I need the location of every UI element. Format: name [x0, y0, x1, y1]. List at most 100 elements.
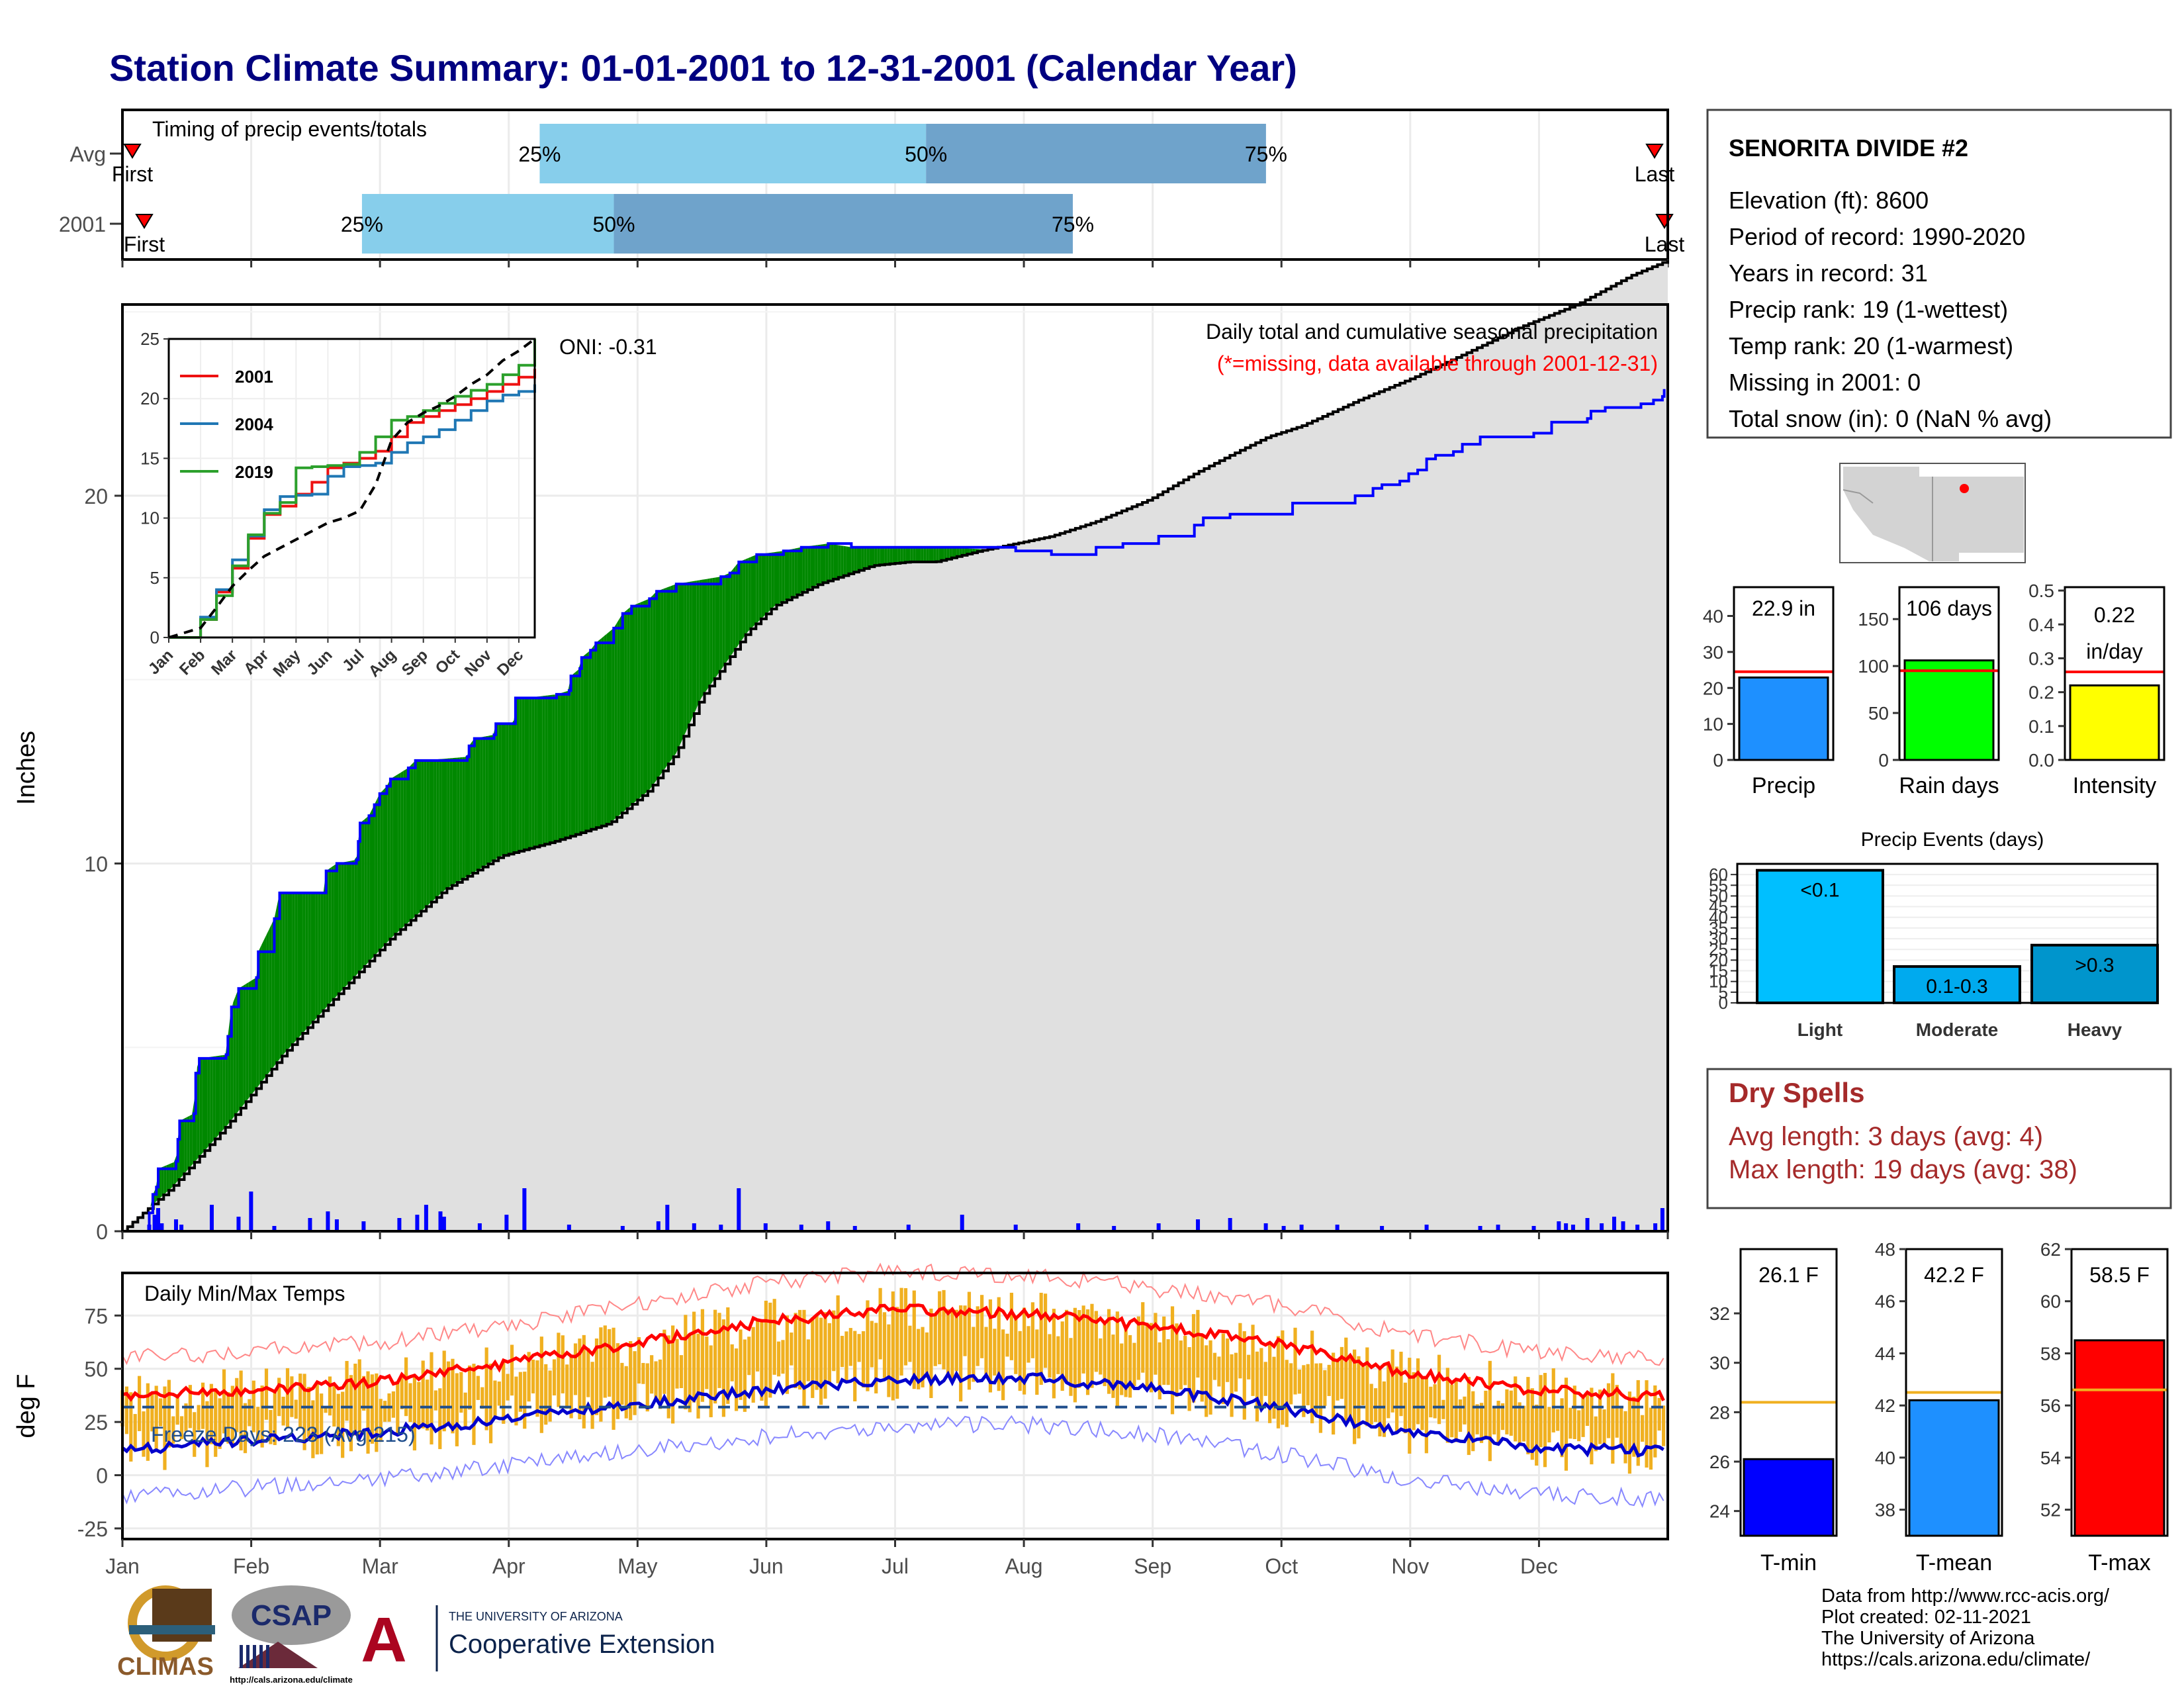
above-normal-fill	[424, 760, 427, 909]
above-normal-fill	[511, 720, 514, 854]
above-normal-fill	[233, 996, 236, 1118]
timing-bar-q25-q50	[539, 124, 927, 183]
daily-temp-range-bar	[209, 1383, 213, 1444]
above-normal-fill	[447, 758, 450, 889]
above-normal-fill	[310, 892, 313, 1025]
summary-bar-panel-border	[2064, 586, 2165, 761]
daily-temp-range-bar	[1408, 1358, 1412, 1454]
daily-temp-range-bar	[882, 1312, 887, 1378]
above-normal-fill	[501, 724, 504, 857]
daily-precip-bar	[1570, 1225, 1575, 1231]
daily-temp-range-bar	[362, 1376, 366, 1411]
daily-temp-range-bar	[1373, 1388, 1378, 1423]
above-normal-fill	[606, 632, 610, 825]
events-panel-border	[1736, 863, 2159, 1004]
above-normal-fill	[421, 760, 424, 912]
daily-precip-bar	[326, 1211, 330, 1231]
daily-temp-range-bar	[1263, 1362, 1267, 1396]
daily-temp-range-bar	[743, 1339, 747, 1412]
above-normal-fill	[313, 892, 316, 1022]
above-normal-fill	[887, 547, 890, 565]
daily-temp-range-bar	[997, 1297, 1001, 1391]
inset-legend-label: 2004	[235, 414, 273, 434]
temp-summary-panel-border	[1905, 1248, 2003, 1537]
events-y-tick-label: 60	[1709, 865, 1728, 884]
inset-series-line	[168, 338, 536, 639]
daily-temp-range-bar	[1035, 1329, 1039, 1395]
daily-temp-range-bar	[1357, 1356, 1361, 1438]
events-y-tick-label: 20	[1709, 950, 1728, 970]
above-normal-fill	[846, 546, 849, 575]
above-normal-fill	[439, 759, 442, 896]
daily-temp-range-bar	[222, 1369, 226, 1434]
above-normal-fill	[949, 547, 952, 559]
month-label: Mar	[362, 1554, 398, 1578]
daily-temp-range-bar	[518, 1372, 522, 1412]
daily-temp-range-bar	[366, 1371, 370, 1454]
above-normal-fill	[361, 819, 365, 970]
daily-temp-range-bar	[256, 1407, 260, 1441]
above-normal-fill	[212, 1056, 216, 1142]
daily-temp-range-bar	[230, 1385, 234, 1448]
above-normal-fill	[673, 584, 676, 757]
daily-temp-range-bar	[1318, 1363, 1323, 1433]
temp-summary-y-tick-label: 40	[1875, 1448, 1895, 1468]
summary-bar	[2069, 684, 2160, 761]
above-normal-fill	[341, 862, 344, 992]
daily-temp-range-bar	[823, 1312, 827, 1399]
above-normal-fill	[967, 548, 970, 554]
above-normal-fill	[694, 581, 697, 714]
temp-summary-panel-border	[2070, 1248, 2169, 1537]
above-normal-fill	[418, 760, 422, 914]
above-normal-fill	[766, 553, 769, 614]
temp-summary-y-tick-label: 52	[2040, 1500, 2061, 1521]
temp-y-axis-title: deg F	[13, 1374, 40, 1438]
daily-temp-range-bar	[726, 1307, 730, 1404]
above-normal-fill	[877, 547, 880, 565]
above-normal-fill	[557, 693, 561, 841]
above-normal-fill	[666, 586, 668, 768]
timing-q50-label: 50%	[593, 212, 635, 236]
temp-summary-value-label: 58.5 F	[2089, 1263, 2150, 1287]
above-normal-fill	[320, 892, 324, 1014]
daily-temp-range-bar	[688, 1335, 692, 1413]
daily-temp-range-bar	[785, 1315, 789, 1394]
daily-temp-range-bar	[590, 1362, 594, 1429]
daily-temp-range-bar	[1259, 1348, 1263, 1407]
temp-summary-y-tick-label: 60	[2040, 1291, 2061, 1312]
daily-temp-range-bar	[565, 1364, 569, 1409]
daily-temp-range-bar	[594, 1338, 599, 1415]
month-label: Nov	[1391, 1554, 1429, 1578]
daily-precip-bar	[156, 1208, 160, 1231]
daily-temp-range-bar	[1424, 1378, 1428, 1454]
daily-precip-bar	[1621, 1221, 1625, 1231]
above-normal-fill	[905, 547, 908, 563]
daily-temp-range-bar	[455, 1373, 459, 1446]
daily-temp-range-bar	[933, 1314, 937, 1366]
daily-precip-bar	[209, 1205, 214, 1231]
above-normal-fill	[743, 559, 746, 639]
above-normal-fill	[246, 982, 249, 1102]
daily-temp-range-bar	[662, 1329, 666, 1394]
above-normal-fill	[686, 582, 690, 731]
climas-logo-band	[129, 1625, 215, 1634]
daily-temp-range-bar	[1009, 1292, 1014, 1360]
daily-temp-range-bar	[1162, 1316, 1166, 1385]
above-normal-fill	[238, 987, 241, 1111]
inset-y-tick-label: 0	[150, 628, 159, 647]
daily-temp-range-bar	[1365, 1347, 1369, 1427]
footer-line: Data from http://www.rcc-acis.org/	[1821, 1585, 2110, 1607]
daily-temp-range-bar	[848, 1328, 852, 1366]
daily-temp-range-bar	[755, 1318, 760, 1372]
daily-temp-range-bar	[866, 1300, 870, 1391]
event-bar	[1893, 965, 2021, 1004]
daily-temp-range-bar	[878, 1288, 882, 1360]
daily-temp-range-bar	[1187, 1347, 1191, 1411]
temp-summary-value-label: 42.2 F	[1924, 1263, 1984, 1287]
inset-y-tick-label: 25	[140, 329, 159, 349]
daily-temp-range-bar	[205, 1401, 209, 1468]
event-bar-label: <0.1	[1800, 880, 1839, 902]
daily-temp-range-bar	[1416, 1358, 1420, 1425]
daily-temp-range-bar	[1230, 1354, 1234, 1417]
above-normal-fill	[926, 547, 929, 562]
